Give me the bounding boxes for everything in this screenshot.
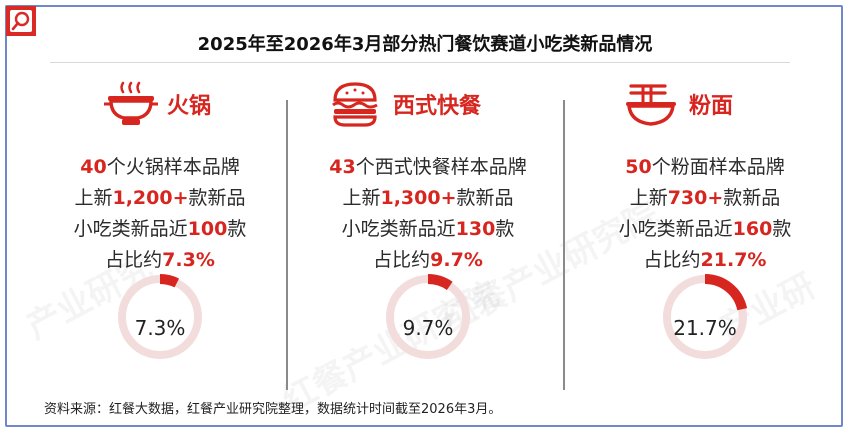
column-divider (286, 100, 288, 390)
donut-chart (386, 274, 470, 359)
infographic-frame (5, 5, 843, 427)
launch-count: 1,200+ (112, 187, 189, 209)
share-donut: 9.7% (288, 272, 568, 382)
launch-suffix: 款新品 (723, 187, 781, 209)
brand-count-line: 43个西式快餐样本品牌 (288, 152, 568, 179)
snack-count: 160 (732, 218, 773, 240)
brand-count: 40 (80, 156, 107, 178)
brand-count-text: 个西式快餐样本品牌 (355, 156, 527, 178)
donut-slice (427, 274, 453, 291)
launch-count-line: 上新1,200+款新品 (20, 183, 300, 210)
launch-prefix: 上新 (74, 187, 113, 209)
share-line: 占比约7.3% (20, 245, 300, 272)
title-rule (50, 62, 790, 63)
category-header: 粉面 (565, 80, 845, 126)
source-note: 资料来源：红餐大数据，红餐产业研究院整理，数据统计时间截至2026年3月。 (44, 402, 502, 417)
share-line: 占比约9.7% (288, 245, 568, 272)
share-donut: 7.3% (20, 272, 300, 382)
share-prefix: 占比约 (643, 249, 701, 271)
category-header: 火锅 (20, 80, 300, 126)
brand-count-line: 50个粉面样本品牌 (565, 152, 845, 179)
brand-count: 43 (329, 156, 356, 178)
column-divider (563, 100, 565, 390)
chart-title: 2025年至2026年3月部分热门餐饮赛道小吃类新品情况 (197, 34, 653, 55)
category-name: 西式快餐 (393, 94, 482, 119)
category-name: 火锅 (167, 94, 212, 119)
search-logo-icon (6, 6, 36, 36)
share-line: 占比约21.7% (565, 245, 845, 272)
snack-prefix: 小吃类新品近 (618, 218, 733, 240)
snack-prefix: 小吃类新品近 (341, 218, 456, 240)
snack-count: 130 (455, 218, 496, 240)
share-prefix: 占比约 (105, 249, 163, 271)
share-value: 9.7% (430, 249, 483, 271)
launch-prefix: 上新 (342, 187, 381, 209)
donut-label: 21.7% (673, 316, 737, 340)
burger-icon (332, 82, 378, 127)
snack-suffix: 款 (227, 218, 247, 240)
brand-count: 50 (625, 156, 652, 178)
share-donut: 21.7% (565, 272, 845, 382)
launch-suffix: 款新品 (456, 187, 514, 209)
launch-count: 1,300+ (380, 187, 457, 209)
donut-slice (159, 274, 180, 288)
launch-prefix: 上新 (629, 187, 668, 209)
hotpot-icon (104, 81, 158, 125)
noodle-bowl-icon (626, 84, 676, 126)
snack-count-line: 小吃类新品近160款 (565, 214, 845, 241)
launch-suffix: 款新品 (188, 187, 246, 209)
snack-suffix: 款 (495, 218, 515, 240)
snack-suffix: 款 (772, 218, 792, 240)
snack-prefix: 小吃类新品近 (73, 218, 188, 240)
brand-count-text: 个粉面样本品牌 (651, 156, 785, 178)
share-prefix: 占比约 (373, 249, 431, 271)
snack-count-line: 小吃类新品近100款 (20, 214, 300, 241)
category-name: 粉面 (689, 94, 734, 119)
category-header: 西式快餐 (288, 80, 568, 127)
snack-count: 100 (187, 218, 228, 240)
launch-count-line: 上新730+款新品 (565, 183, 845, 210)
snack-count-line: 小吃类新品近130款 (288, 214, 568, 241)
donut-label: 9.7% (402, 316, 454, 340)
share-value: 7.3% (162, 249, 215, 271)
brand-count-line: 40个火锅样本品牌 (20, 152, 300, 179)
donut-chart (663, 274, 748, 359)
brand-count-text: 个火锅样本品牌 (106, 156, 240, 178)
donut-slice (704, 274, 748, 311)
donut-label: 7.3% (134, 316, 186, 340)
share-value: 21.7% (700, 249, 767, 271)
launch-count-line: 上新1,300+款新品 (288, 183, 568, 210)
launch-count: 730+ (667, 187, 724, 209)
donut-chart (118, 274, 202, 359)
